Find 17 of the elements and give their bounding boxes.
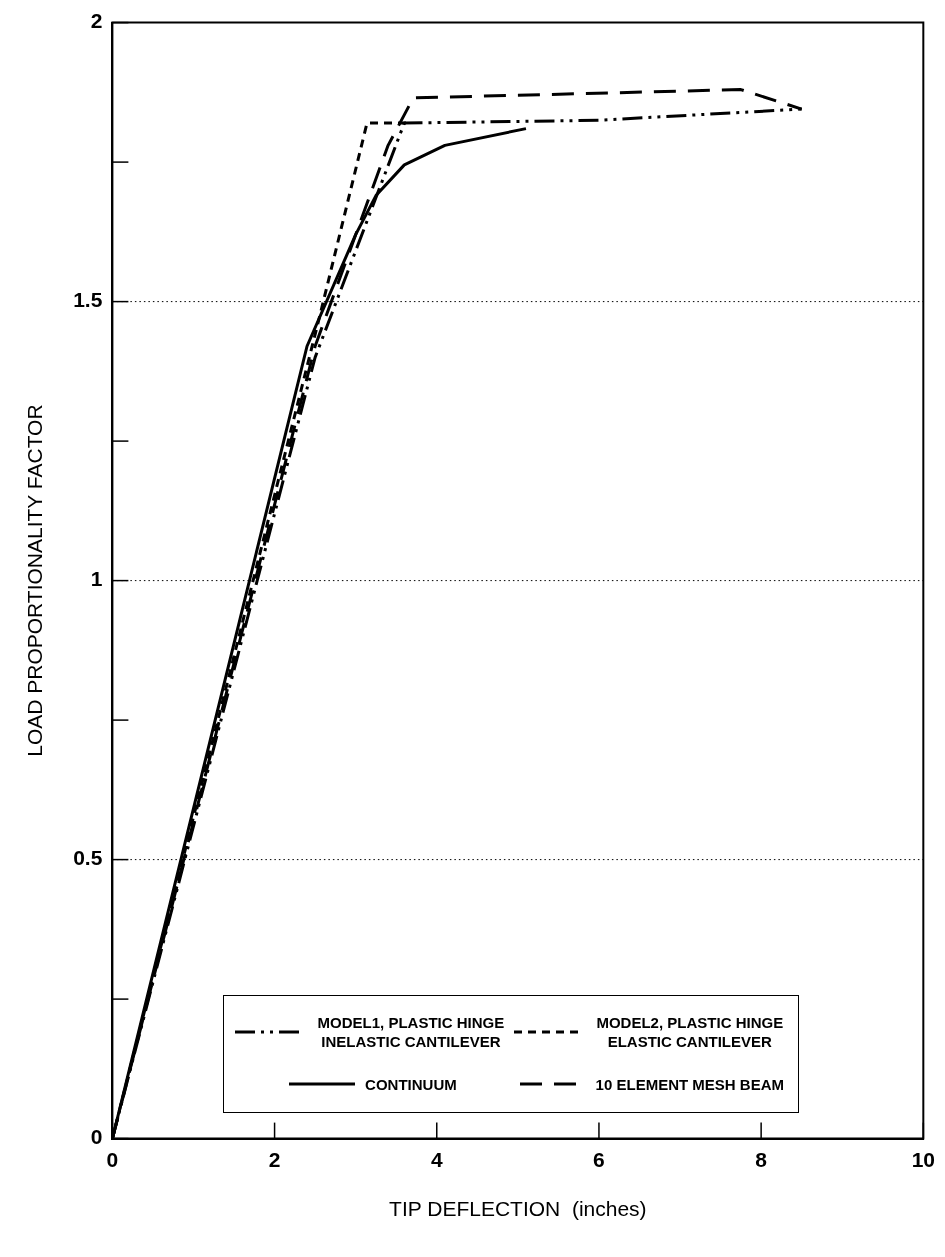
x-tick-label: 2	[268, 1148, 281, 1171]
x-axis-title: TIP DEFLECTION (inches)	[389, 1197, 647, 1221]
x-tick-label: 10	[911, 1148, 935, 1171]
y-tick-label: 2	[90, 9, 103, 33]
x-tick-label: 8	[755, 1148, 768, 1171]
legend-label: MODEL2, PLASTIC HINGE ELASTIC CANTILEVER	[595, 1013, 785, 1052]
legend-label: CONTINUUM	[365, 1074, 457, 1094]
y-tick-label: 1	[90, 567, 103, 591]
y-tick-label: 0.5	[73, 846, 103, 870]
y-axis-title: LOAD PROPORTIONALITY FACTOR	[23, 404, 47, 757]
x-tick-label: 0	[106, 1148, 119, 1171]
y-tick-label: 0	[90, 1125, 103, 1149]
legend-label: 10 ELEMENT MESH BEAM	[595, 1074, 784, 1094]
x-tick-label: 4	[430, 1148, 443, 1171]
x-tick-label: 6	[593, 1148, 605, 1171]
legend-label: MODEL1, PLASTIC HINGE INELASTIC CANTILEVER	[316, 1013, 506, 1052]
y-tick-label: 1.5	[73, 288, 103, 312]
